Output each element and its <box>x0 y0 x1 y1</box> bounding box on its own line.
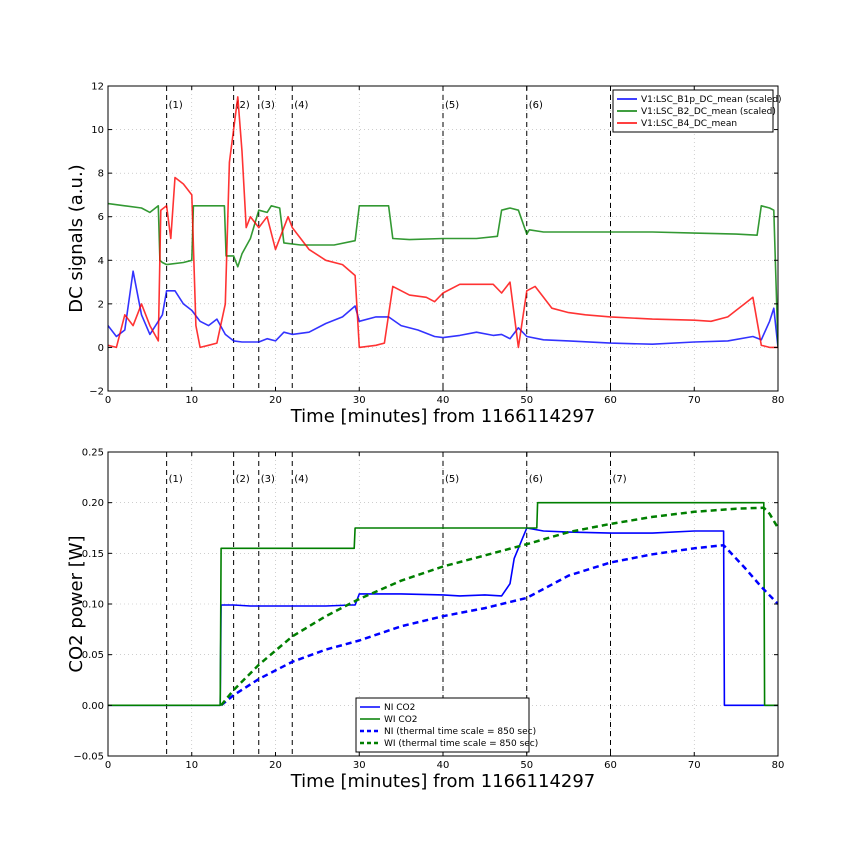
x-tick-label: 60 <box>604 395 617 406</box>
x-tick-label: 60 <box>604 760 617 771</box>
y-tick-label: 4 <box>98 256 104 267</box>
series-line-3 <box>108 96 778 349</box>
legend-entry-label: WI CO2 <box>384 715 418 725</box>
x-tick-label: 50 <box>520 760 533 771</box>
event-marker-label: (7) <box>613 474 627 485</box>
event-marker-label: (5) <box>445 474 459 485</box>
y-axis-label: DC signals (a.u.) <box>66 164 87 312</box>
x-axis-label: Time [minutes] from 1166114297 <box>290 406 596 427</box>
x-tick-label: 30 <box>353 395 366 406</box>
x-tick-label: 50 <box>520 395 533 406</box>
series-line-1 <box>108 527 778 707</box>
legend-entry-label: WI (thermal time scale = 850 sec) <box>384 739 538 749</box>
x-tick-label: 0 <box>105 395 111 406</box>
x-axis-label: Time [minutes] from 1166114297 <box>290 771 596 792</box>
x-tick-label: 40 <box>437 760 450 771</box>
event-marker-label: (1) <box>169 100 183 111</box>
x-tick-label: 20 <box>269 395 282 406</box>
chart-panel-1: (1) (2) (3) (4) (5) (6)0 10 20 30 40 50 60 70 80−2024… <box>66 82 784 428</box>
series-line-1 <box>108 270 778 348</box>
legend: V1:LSC_B1p_DC_mean (scaled) V1:LSC_B2_DC_… <box>612 89 782 133</box>
y-tick-label: 12 <box>91 82 104 93</box>
y-tick-label: −0.05 <box>73 752 104 763</box>
x-tick-label: 20 <box>269 760 282 771</box>
series-line-2 <box>108 202 778 348</box>
x-tick-label: 0 <box>105 760 111 771</box>
y-tick-label: −2 <box>89 387 104 398</box>
y-tick-label: 0.10 <box>82 600 104 611</box>
series-line-3 <box>220 543 778 707</box>
series-group <box>108 501 778 707</box>
legend-entry-label: NI (thermal time scale = 850 sec) <box>384 727 536 737</box>
y-tick-label: 6 <box>98 212 104 223</box>
event-marker-label: (5) <box>445 100 459 111</box>
x-tick-label: 70 <box>688 395 701 406</box>
legend-box <box>355 697 530 753</box>
y-tick-label: 2 <box>98 299 104 310</box>
legend-entry-label: V1:LSC_B4_DC_mean <box>641 119 737 129</box>
y-tick-label: 10 <box>91 125 104 136</box>
y-tick-label: 0 <box>98 343 104 354</box>
event-marker-label: (2) <box>236 100 250 111</box>
event-marker-label: (1) <box>169 474 183 485</box>
y-tick-label: 8 <box>98 169 104 180</box>
x-tick-label: 70 <box>688 760 701 771</box>
y-axis-label: CO2 power [W] <box>66 535 87 672</box>
legend-entry-label: V1:LSC_B2_DC_mean (scaled) <box>641 107 776 117</box>
event-marker-label: (4) <box>294 474 308 485</box>
event-marker-label: (4) <box>294 100 308 111</box>
x-tick-label: 30 <box>353 760 366 771</box>
x-tick-label: 10 <box>185 760 198 771</box>
x-tick-label: 40 <box>437 395 450 406</box>
series-line-4 <box>220 506 778 707</box>
x-tick-label: 10 <box>185 395 198 406</box>
y-tick-label: 0.15 <box>82 549 104 560</box>
event-marker-label: (3) <box>261 100 275 111</box>
y-tick-label: 0.00 <box>82 701 104 712</box>
legend-entry-label: NI CO2 <box>384 703 415 713</box>
legend-entry-label: V1:LSC_B1p_DC_mean (scaled) <box>641 95 782 105</box>
chart-panel-2: (1) (2) (3) (4) (5) (6) (7) 0 10 20 30 40 50 60 70 80 −0… <box>66 448 784 793</box>
x-tick-label: 80 <box>772 760 785 771</box>
series-line-2 <box>108 501 778 707</box>
event-marker-label: (6) <box>529 100 543 111</box>
y-tick-label: 0.05 <box>82 650 104 661</box>
x-tick-label: 80 <box>772 395 785 406</box>
legend-box <box>612 89 774 133</box>
series-group <box>108 96 778 349</box>
y-tick-label: 0.20 <box>82 498 104 509</box>
legend: NI CO2 WI CO2 NI (thermal time scale = 850… <box>355 697 538 753</box>
event-marker-label: (6) <box>529 474 543 485</box>
y-tick-label: 0.25 <box>82 448 104 459</box>
event-marker-label: (2) <box>236 474 250 485</box>
event-marker-label: (3) <box>261 474 275 485</box>
